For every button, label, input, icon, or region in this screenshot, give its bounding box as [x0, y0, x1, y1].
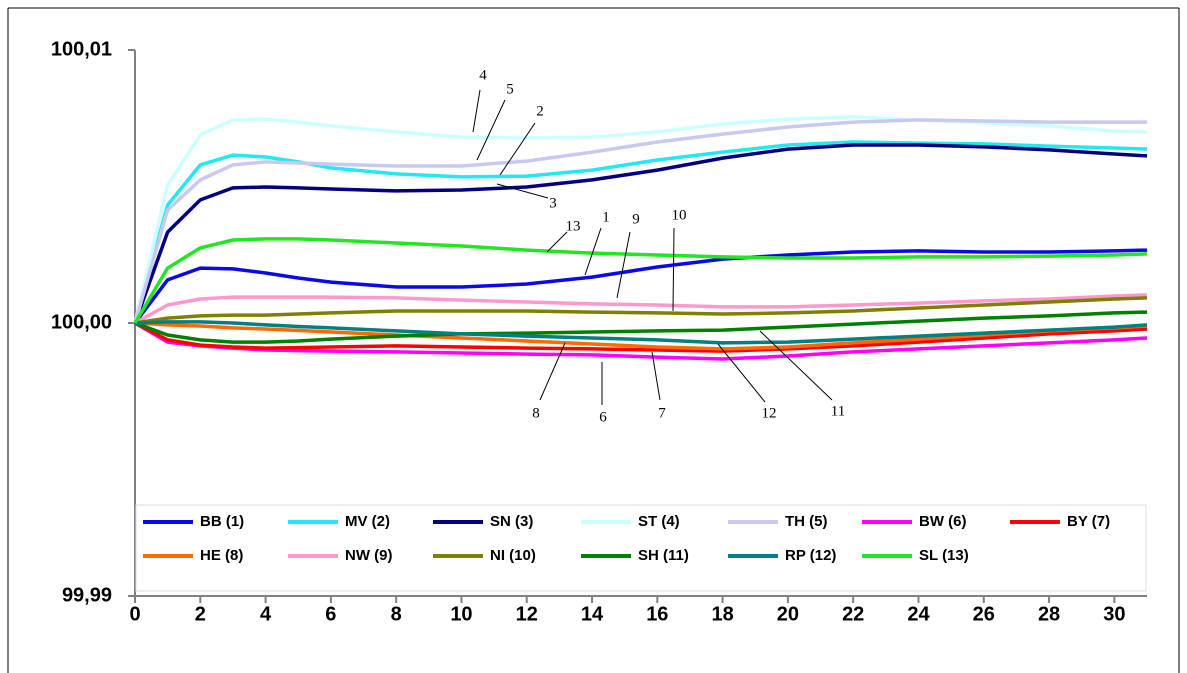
annotation-leader: [651, 351, 661, 401]
x-tick-label: 22: [842, 603, 864, 625]
series-line: [134, 321, 1148, 351]
series-line: [133, 248, 1148, 325]
legend: [135, 504, 1147, 592]
x-tick-label: 0: [129, 603, 140, 625]
annotation-leader: [672, 227, 675, 312]
x-tick-label: 6: [325, 603, 336, 625]
x-tick-label: 30: [1103, 603, 1125, 625]
annotation-leader: [496, 183, 549, 199]
annotation: 13: [566, 218, 581, 234]
annotation-leader: [717, 343, 766, 403]
annotation-leader: [499, 122, 536, 176]
series-line: [133, 140, 1148, 324]
series-line: [133, 237, 1148, 324]
legend-label: BY (7): [1067, 513, 1110, 530]
legend-label: BB (1): [200, 513, 244, 530]
x-tick-label: 8: [391, 603, 402, 625]
series-line: [134, 293, 1148, 325]
series-line: [134, 321, 1148, 353]
annotation: 3: [549, 195, 557, 211]
annotation: 4: [479, 67, 487, 83]
legend-label: TH (5): [785, 513, 828, 530]
x-tick-label: 10: [450, 603, 472, 625]
annotation: 12: [762, 405, 777, 421]
legend-label: SL (13): [919, 547, 969, 564]
x-tick-label: 26: [973, 603, 995, 625]
annotation: 7: [658, 405, 666, 421]
x-tick-label: 24: [907, 603, 930, 625]
legend-label: NI (10): [490, 547, 536, 564]
series-line: [133, 118, 1147, 324]
legend-label: NW (9): [345, 547, 393, 564]
annotation-leader: [584, 227, 602, 276]
series-line: [134, 296, 1148, 325]
series-line: [133, 143, 1148, 324]
annotation: 1: [602, 209, 610, 225]
annotation-leader: [759, 330, 833, 401]
legend-label: SH (11): [638, 547, 689, 564]
annotation: 8: [532, 405, 540, 421]
legend-label: HE (8): [200, 547, 243, 564]
annotation-leader: [476, 99, 506, 161]
x-tick-label: 12: [516, 603, 538, 625]
annotation-leader: [539, 342, 566, 401]
annotation: 9: [632, 211, 640, 227]
x-tick-label: 2: [195, 603, 206, 625]
y-tick-label: 99,99: [62, 584, 112, 606]
annotation: 11: [831, 403, 845, 419]
series-line: [134, 320, 1148, 345]
legend-label: BW (6): [919, 513, 967, 530]
x-tick-label: 28: [1038, 603, 1060, 625]
y-tick-label: 100,01: [51, 38, 112, 60]
annotation: 6: [599, 409, 607, 425]
legend-label: RP (12): [785, 547, 836, 564]
x-tick-label: 14: [581, 603, 604, 625]
y-tick-label: 100,00: [51, 311, 112, 333]
annotation-leader: [546, 231, 568, 253]
legend-label: MV (2): [345, 513, 390, 530]
annotation-leader: [616, 231, 631, 299]
annotation: 5: [506, 81, 514, 97]
legend-label: SN (3): [490, 513, 533, 530]
legend-label: ST (4): [638, 513, 680, 530]
x-tick-label: 18: [711, 603, 733, 625]
x-tick-label: 20: [777, 603, 799, 625]
series-line: [134, 310, 1148, 344]
annotation: 2: [536, 103, 544, 119]
annotation-leader: [472, 89, 481, 133]
x-tick-label: 16: [646, 603, 668, 625]
annotation: 10: [672, 207, 687, 223]
x-tick-label: 4: [260, 603, 272, 625]
